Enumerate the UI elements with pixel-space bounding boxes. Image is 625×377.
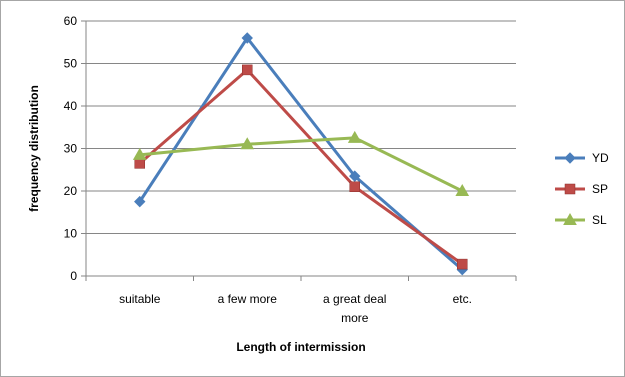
data-point-yd (241, 32, 253, 44)
x-tick-label: a few more (218, 292, 278, 306)
y-axis-title: frequency distribution (27, 85, 41, 212)
legend-label-yd: YD (592, 151, 609, 165)
legend-item-sp: SP (555, 182, 608, 196)
series-line-sp (138, 68, 464, 266)
data-point-sl (455, 183, 470, 196)
y-tick-label: 10 (64, 227, 78, 241)
x-tick-label: a great deal more (323, 292, 386, 325)
series-sp (134, 64, 468, 270)
y-tick-label: 50 (64, 57, 78, 71)
legend-label-sl: SL (592, 213, 607, 227)
x-tick-label: etc. (453, 292, 472, 306)
legend: YD SP SL (555, 151, 609, 227)
data-point-yd (134, 195, 146, 208)
data-point-yd (349, 170, 361, 182)
legend-item-yd: YD (555, 151, 609, 165)
legend-marker-yd (564, 152, 576, 164)
legend-item-sl: SL (555, 212, 607, 227)
legend-marker-sp (564, 183, 576, 195)
axes: 0 10 20 30 40 50 60 suitable a few more a great d… (64, 14, 517, 325)
data-point-sl (132, 147, 147, 160)
data-point-sl (347, 130, 362, 143)
y-tick-label: 20 (64, 184, 78, 198)
x-axis-title: Length of intermission (236, 340, 365, 354)
data-point-sl (240, 137, 255, 150)
y-tick-label: 30 (64, 142, 78, 156)
y-tick-label: 40 (64, 99, 78, 113)
legend-marker-sl (563, 212, 577, 225)
series-line-sl (139, 136, 463, 193)
x-tick-label: suitable (119, 292, 161, 306)
data-point-sp (242, 64, 253, 76)
series-lines (132, 32, 470, 276)
y-tick-label: 60 (64, 14, 78, 28)
data-point-sp (457, 258, 468, 270)
series-sl (132, 130, 470, 196)
series-line-yd (138, 36, 464, 271)
data-point-sp (349, 181, 360, 192)
series-yd (134, 32, 468, 276)
legend-label-sp: SP (592, 182, 608, 196)
y-tick-label: 0 (70, 269, 77, 283)
